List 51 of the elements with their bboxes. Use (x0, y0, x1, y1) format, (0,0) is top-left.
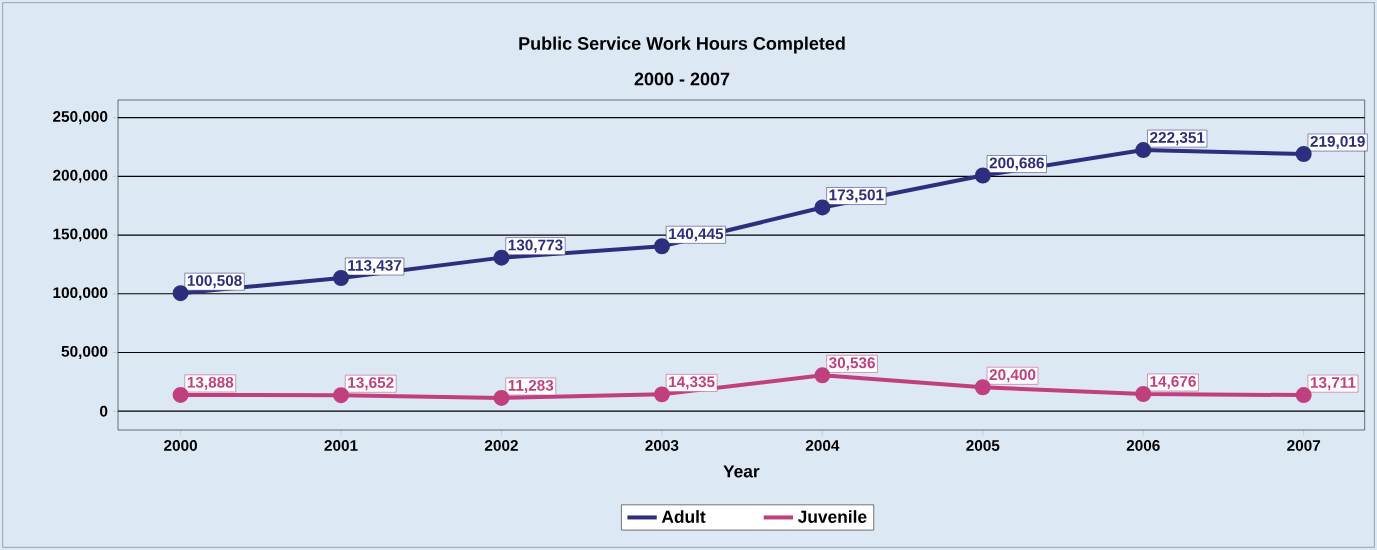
point (1295, 146, 1312, 162)
data-label: 30,536 (828, 357, 875, 371)
point (653, 386, 670, 403)
y-tick-label: 50,000 (61, 345, 108, 360)
x-tick-label: 2001 (324, 440, 358, 451)
point (653, 238, 670, 255)
data-label: 219,019 (1310, 135, 1365, 150)
point (1135, 385, 1152, 402)
y-tick-label: 150,000 (53, 228, 108, 242)
legend-label: Adult (661, 510, 706, 523)
point (974, 167, 991, 184)
y-tick-label: 250,000 (53, 111, 108, 125)
data-label: 130,773 (508, 239, 563, 253)
point (172, 285, 189, 302)
data-label: 14,335 (669, 376, 715, 390)
data-label: 11,283 (508, 379, 554, 394)
point (814, 367, 831, 384)
y-tick-label: 0 (100, 405, 108, 417)
data-label: 113,437 (348, 259, 402, 274)
x-tick-label: 2002 (484, 440, 518, 451)
point (814, 199, 831, 216)
y-tick-label: 200,000 (53, 169, 108, 183)
chart-subtitle: 2000 - 2007 (634, 72, 730, 86)
data-label: 13,711 (1310, 377, 1356, 391)
chart-title: Public Service Work Hours Completed (519, 36, 845, 54)
point (493, 249, 510, 266)
data-label: 13,888 (187, 376, 234, 390)
data-label: 100,508 (187, 275, 242, 289)
x-axis-title: Year (723, 465, 760, 478)
data-label: 14,676 (1150, 375, 1196, 390)
point (1295, 387, 1312, 404)
point (172, 386, 189, 403)
point (974, 379, 991, 396)
point (493, 389, 510, 406)
y-tick-label: 100,000 (53, 287, 108, 301)
x-tick-label: 2006 (1126, 440, 1160, 451)
data-label: 200,686 (989, 157, 1044, 171)
point (333, 269, 350, 286)
x-tick-label: 2005 (966, 440, 1000, 451)
data-label: 222,351 (1150, 132, 1205, 146)
data-label: 20,400 (989, 369, 1036, 383)
point (333, 387, 350, 404)
x-tick-label: 2007 (1287, 440, 1321, 451)
legend-label: Juvenile (797, 510, 867, 523)
data-label: 140,445 (669, 228, 724, 242)
point (1135, 142, 1152, 159)
data-label: 173,501 (829, 189, 884, 203)
data-label: 13,652 (348, 377, 394, 391)
x-tick-label: 2004 (805, 440, 840, 451)
x-tick-label: 2003 (645, 440, 679, 451)
x-tick-label: 2000 (164, 440, 197, 451)
